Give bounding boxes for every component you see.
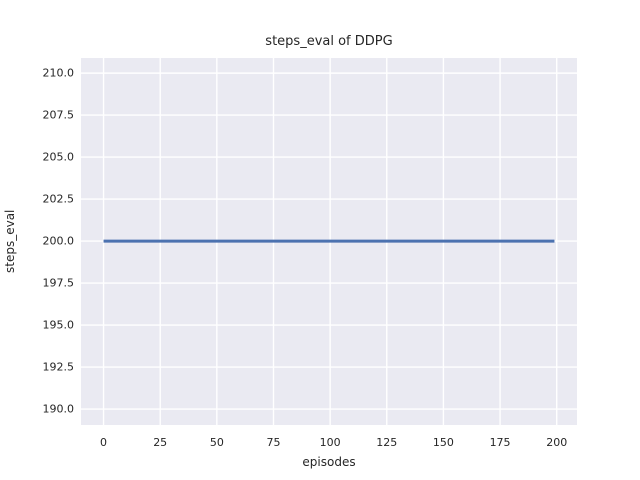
y-tick-label: 207.5 [42,108,75,122]
x-tick-label: 125 [376,436,398,449]
x-tick-label: 0 [100,436,108,449]
plot-area [81,58,577,425]
y-tick-label: 200.0 [42,234,75,248]
y-tick-label: 197.5 [42,276,75,290]
y-tick-label: 192.5 [42,360,75,374]
x-tick-label: 75 [266,436,281,449]
x-tick-label: 25 [153,436,168,449]
x-tick-label: 175 [489,436,511,449]
y-tick-label: 195.0 [42,318,75,332]
y-tick-label: 210.0 [42,66,75,80]
y-tick-label: 202.5 [42,192,75,206]
y-tick-label: 190.0 [42,402,75,416]
x-tick-label: 50 [209,436,224,449]
x-tick-label: 150 [432,436,454,449]
x-tick-label: 200 [546,436,568,449]
x-axis-label: episodes [302,455,356,469]
x-tick-label: 100 [319,436,341,449]
plot-canvas [81,58,577,425]
chart-title: steps_eval of DDPG [265,34,393,49]
y-tick-label: 205.0 [42,150,75,164]
y-axis-label: steps_eval [3,209,17,274]
